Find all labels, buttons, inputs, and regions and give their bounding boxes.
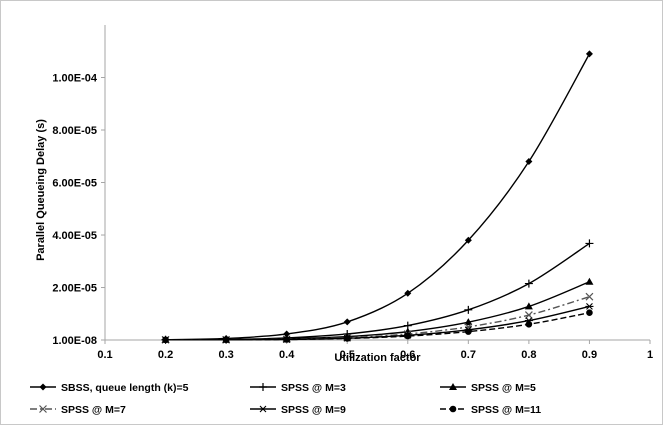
data-point — [525, 320, 533, 328]
y-tick-label: 2.00E-05 — [52, 283, 97, 295]
data-point — [464, 318, 473, 326]
legend-marker — [259, 405, 267, 413]
legend-marker — [259, 383, 267, 391]
data-point — [404, 332, 412, 340]
x-tick-label: 1 — [647, 349, 653, 361]
legend-label: SPSS @ M=7 — [61, 404, 126, 416]
data-point — [162, 336, 169, 344]
legend-label: SPSS @ M=5 — [471, 382, 536, 394]
data-point — [585, 303, 594, 310]
data-point — [524, 279, 533, 288]
data-point — [524, 302, 533, 310]
data-point — [586, 309, 593, 317]
x-tick-label: 0.8 — [521, 349, 536, 361]
legend-item: SPSS @ M=7 — [30, 404, 126, 416]
data-point — [222, 336, 230, 344]
axes: 0.1 0.2 0.3 0.4 0.5 0.6 0.7 0.8 0.9 1 1.00E-08 2.00… — [52, 25, 653, 361]
data-point — [343, 318, 351, 326]
data-point — [585, 277, 594, 285]
data-point — [404, 289, 412, 297]
legend-item: SPSS @ M=11 — [440, 404, 541, 416]
legend-item: SPSS @ M=3 — [250, 382, 346, 394]
legend-label: SBSS, queue length (k)=5 — [61, 382, 189, 394]
legend-marker — [39, 405, 47, 413]
x-tick-label: 0.6 — [400, 349, 415, 361]
legend-marker — [449, 383, 457, 390]
data-point — [343, 335, 351, 342]
y-axis-title: Parallel Queueing Delay (s) — [35, 119, 47, 261]
x-tick-label: 0.5 — [340, 349, 355, 361]
x-tick-label: 0.2 — [158, 349, 173, 361]
data-point — [585, 292, 594, 301]
x-axis-title: Utilization factor — [334, 352, 421, 364]
y-tick-label: 6.00E-05 — [52, 178, 97, 190]
legend-label: SPSS @ M=3 — [281, 382, 346, 394]
series-layer — [161, 50, 594, 344]
y-tick-label: 8.00E-05 — [52, 125, 97, 137]
series-1 — [162, 50, 593, 344]
data-point — [525, 158, 533, 166]
y-tick-label: 1.00E-08 — [52, 335, 97, 347]
series-6 — [162, 309, 593, 344]
legend-label: SPSS @ M=9 — [281, 404, 346, 416]
data-point — [464, 236, 472, 244]
x-tick-label: 0.1 — [97, 349, 112, 361]
legend-marker — [449, 405, 457, 413]
legend-label: SPSS @ M=11 — [471, 404, 541, 416]
series-line — [165, 312, 590, 341]
data-point — [524, 311, 533, 320]
legend: SBSS, queue length (k)=5 SPSS @ M=3 SPSS @… — [30, 382, 541, 416]
data-point — [283, 336, 290, 343]
series-line — [165, 53, 591, 341]
y-tick-label: 1.00E-04 — [52, 73, 98, 85]
data-point — [465, 328, 472, 335]
data-point — [585, 239, 594, 248]
x-tick-label: 0.4 — [279, 349, 295, 361]
legend-item: SBSS, queue length (k)=5 — [30, 382, 189, 394]
y-tick-label: 4.00E-05 — [52, 230, 97, 242]
x-tick-label: 0.9 — [582, 349, 597, 361]
data-point — [464, 305, 473, 314]
legend-item: SPSS @ M=9 — [250, 404, 346, 416]
data-point — [585, 50, 593, 58]
x-tick-label: 0.7 — [461, 349, 476, 361]
legend-item: SPSS @ M=5 — [440, 382, 536, 394]
legend-marker — [39, 383, 47, 391]
series-2 — [161, 239, 594, 344]
x-tick-label: 0.3 — [218, 349, 233, 361]
